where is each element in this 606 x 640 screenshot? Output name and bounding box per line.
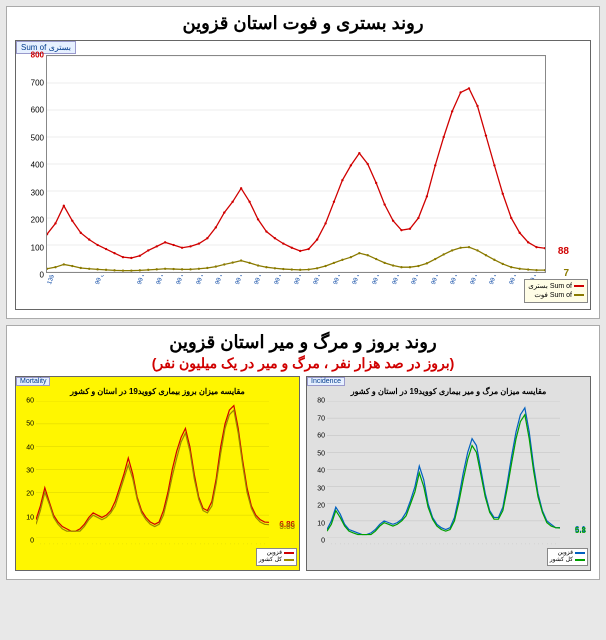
bottom-right-chart: Incidence مقایسه میزان مرگ و میر بیماری … bbox=[306, 376, 591, 571]
right-y-tick: 10 bbox=[311, 520, 325, 527]
bottom-row: Mortality مقایسه میزان بروز بیماری کووید… bbox=[7, 376, 599, 579]
bottom-right-title: مقایسه میزان مرگ و میر بیماری کووید19 در… bbox=[351, 387, 547, 396]
bottom-section-title: روند بروز و مرگ و میر استان قزوین bbox=[7, 326, 599, 355]
bottom-left-plot bbox=[36, 401, 269, 538]
bottom-left-series-1-end: 5.83 bbox=[279, 522, 295, 531]
top-y-tick: 100 bbox=[22, 243, 44, 252]
top-y-tick: 700 bbox=[22, 78, 44, 87]
bottom-left-tab: Mortality bbox=[16, 377, 50, 386]
top-x-labels: هفته 5 اسفند 1398هفته فروردین 99هفته 99ه… bbox=[46, 275, 546, 309]
bottom-left-chart: Mortality مقایسه میزان بروز بیماری کووید… bbox=[15, 376, 300, 571]
bottom-left-svg bbox=[36, 401, 269, 538]
right-y-tick: 0 bbox=[311, 538, 325, 545]
top-y-tick: 800 bbox=[22, 51, 44, 60]
bottom-left-title: مقایسه میزان بروز بیماری کووید19 در استا… bbox=[70, 387, 245, 396]
left-y-tick: 40 bbox=[20, 444, 34, 451]
bottom-right-legend: قزوینکل کشور bbox=[547, 548, 588, 566]
top-y-tick: 0 bbox=[22, 271, 44, 280]
top-chart-svg bbox=[47, 56, 545, 272]
top-legend: Sum of بستریSum of فوت bbox=[524, 279, 588, 303]
top-series-0-end-label: 88 bbox=[558, 246, 569, 257]
left-y-tick: 60 bbox=[20, 398, 34, 405]
bottom-section-subtitle: (بروز در صد هزار نفر ، مرگ و میر در یک م… bbox=[7, 355, 599, 376]
bottom-panel: روند بروز و مرگ و میر استان قزوین (بروز … bbox=[6, 325, 600, 580]
top-chart-frame: Sum of بستری 88 7 هفته 5 اسفند 1398هفته … bbox=[15, 40, 591, 310]
right-y-tick: 50 bbox=[311, 450, 325, 457]
right-y-tick: 80 bbox=[311, 398, 325, 405]
right-y-tick: 70 bbox=[311, 415, 325, 422]
top-y-tick: 600 bbox=[22, 106, 44, 115]
left-y-tick: 20 bbox=[20, 491, 34, 498]
top-chart-title: روند بستری و فوت استان قزوین bbox=[7, 7, 599, 36]
right-y-tick: 20 bbox=[311, 503, 325, 510]
left-y-tick: 30 bbox=[20, 468, 34, 475]
top-y-tick: 300 bbox=[22, 188, 44, 197]
bottom-right-series-1-end: 5.8 bbox=[575, 526, 586, 535]
right-y-tick: 40 bbox=[311, 468, 325, 475]
bottom-right-tab: Incidence bbox=[307, 377, 345, 386]
top-y-tick: 400 bbox=[22, 161, 44, 170]
top-series-1-end-label: 7 bbox=[563, 268, 569, 279]
left-y-tick: 0 bbox=[20, 538, 34, 545]
top-chart-area: 88 7 bbox=[46, 55, 546, 273]
right-y-tick: 30 bbox=[311, 485, 325, 492]
top-y-tick: 500 bbox=[22, 133, 44, 142]
top-panel: روند بستری و فوت استان قزوین Sum of بستر… bbox=[6, 6, 600, 319]
bottom-right-x-labels: ........................................… bbox=[327, 540, 560, 570]
left-y-tick: 10 bbox=[20, 514, 34, 521]
top-y-tick: 200 bbox=[22, 216, 44, 225]
bottom-left-x-labels: ........................................… bbox=[36, 540, 269, 570]
bottom-right-svg bbox=[327, 401, 560, 538]
right-y-tick: 60 bbox=[311, 433, 325, 440]
bottom-left-legend: قزوینکل کشور bbox=[256, 548, 297, 566]
bottom-right-plot bbox=[327, 401, 560, 538]
left-y-tick: 50 bbox=[20, 421, 34, 428]
